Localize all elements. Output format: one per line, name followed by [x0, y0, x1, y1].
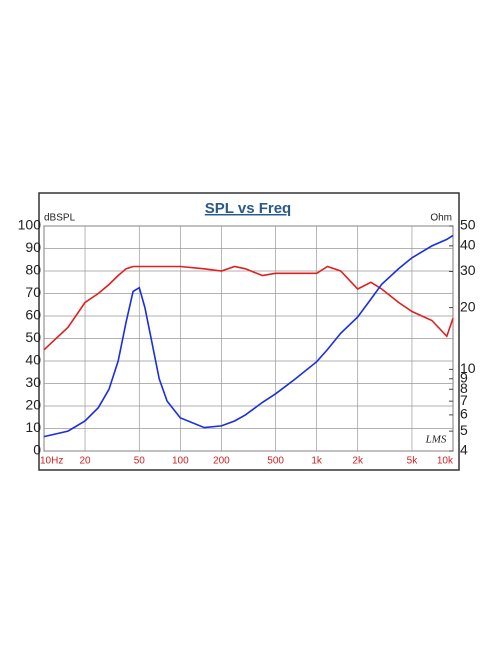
- y2-tick-label: 5: [460, 422, 468, 438]
- y2-tick-label: 50: [460, 217, 476, 233]
- x-tick-label: 10Hz: [40, 456, 63, 467]
- x-tick-label: 500: [267, 456, 284, 467]
- x-tick-label: 10k: [437, 456, 454, 467]
- y-tick-label: 50: [25, 329, 41, 345]
- y-tick-label: 80: [25, 262, 41, 278]
- x-tick-label: 50: [134, 456, 146, 467]
- x-tick-label: 2k: [352, 456, 364, 467]
- x-tick-label: 100: [172, 456, 189, 467]
- y-tick-label: 0: [33, 442, 41, 458]
- y2-tick-label: 6: [460, 406, 468, 422]
- y-tick-label: 60: [25, 307, 41, 323]
- y-tick-label: 40: [25, 352, 41, 368]
- y2-axis-label: Ohm: [430, 213, 452, 224]
- logo: LMS: [425, 434, 447, 446]
- y-axis-label: dBSPL: [44, 213, 76, 224]
- y2-tick-label: 40: [460, 237, 476, 253]
- y2-tick-label: 8: [460, 380, 468, 396]
- series-line: [43, 234, 454, 438]
- y2-tick-label: 20: [460, 298, 476, 314]
- y2-tick-label: 10: [460, 360, 476, 376]
- x-tick-label: 1k: [311, 456, 323, 467]
- y2-tick-label: 7: [460, 392, 468, 408]
- y2-tick-label: 9: [460, 369, 468, 385]
- y-tick-label: 20: [25, 397, 41, 413]
- chart-title: SPL vs Freq: [205, 200, 291, 217]
- x-tick-label: 20: [79, 456, 91, 467]
- y-tick-label: 30: [25, 374, 41, 390]
- y2-tick-label: 4: [460, 442, 468, 458]
- y-tick-label: 90: [25, 239, 41, 255]
- y2-tick-label: 30: [460, 262, 476, 278]
- y-tick-label: 70: [25, 284, 41, 300]
- y-tick-label: 100: [18, 217, 42, 233]
- x-tick-label: 5k: [407, 456, 419, 467]
- x-tick-label: 200: [213, 456, 230, 467]
- y-tick-label: 10: [25, 419, 41, 435]
